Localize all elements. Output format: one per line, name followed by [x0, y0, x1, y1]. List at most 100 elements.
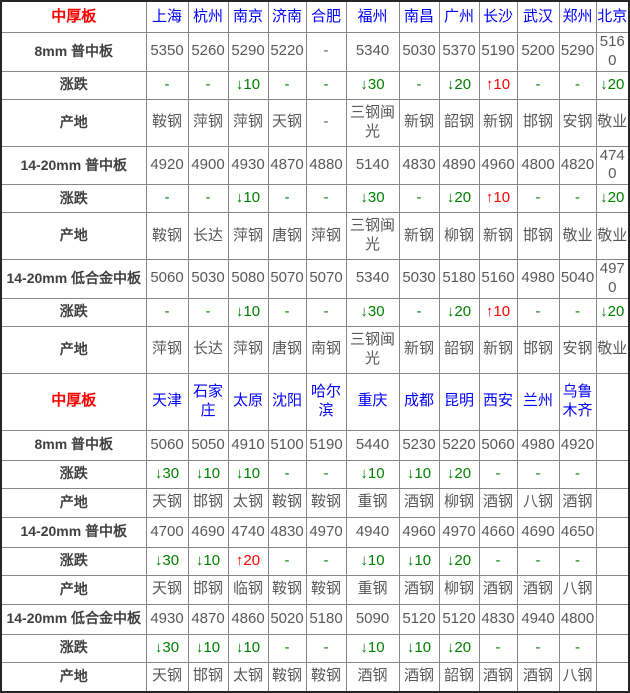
row-label-cell: 8mm 普中板 [0, 429, 147, 461]
price-cell: 5160 [478, 259, 518, 299]
change-cell: ↓30 [145, 546, 189, 576]
city-header-cell: 哈尔滨 [305, 372, 347, 431]
price-cell: 5060 [478, 429, 518, 461]
change-cell: - [398, 297, 440, 327]
price-cell: 4660 [478, 516, 518, 548]
price-cell: 5020 [267, 603, 307, 635]
price-cell: 4930 [227, 145, 269, 185]
change-cell: - [305, 70, 347, 100]
table-row: 14-20mm 低合金中板 5060 5030 5080 5070 5070 5340 503… [0, 259, 630, 299]
table-row: 涨跌 - - ↓10- - ↓30- ↓20 ↑10- - ↓20 [0, 297, 630, 327]
price-cell: 4650 [558, 516, 597, 548]
change-cell: - [478, 546, 518, 576]
origin-cell: 新钢 [398, 98, 440, 147]
origin-cell: 八钢 [516, 487, 560, 518]
row-label-cell: 产地 [0, 661, 147, 692]
change-cell: ↓10 [345, 633, 400, 663]
origin-cell: 新钢 [398, 212, 440, 260]
price-cell: 4860 [227, 603, 269, 635]
city-header-cell: 太原 [227, 372, 269, 431]
city-header-cell: 南昌 [398, 0, 440, 33]
origin-cell: 敬业 [558, 212, 597, 260]
table-row: 产地 天钢 邯钢 太钢 鞍钢 鞍钢 重钢 酒钢 柳钢 酒钢 八钢 酒钢 [0, 487, 630, 518]
city-header-cell: 南京 [227, 0, 269, 33]
price-cell: 5070 [267, 259, 307, 299]
change-cell: - [305, 459, 347, 489]
origin-cell: 酒钢 [398, 487, 440, 518]
change-cell: ↓10 [187, 459, 229, 489]
empty-cell [595, 487, 630, 518]
change-cell: ↓30 [145, 459, 189, 489]
city-header-cell: 乌鲁木齐 [558, 372, 597, 431]
city-header-cell: 兰州 [516, 372, 560, 431]
change-cell: ↓20 [438, 184, 480, 213]
price-cell: 4970 [595, 259, 630, 299]
change-cell: ↓10 [187, 633, 229, 663]
price-cell: 4940 [516, 603, 560, 635]
origin-cell: 天钢 [145, 487, 189, 518]
change-cell: - [267, 546, 307, 576]
section-title-cell: 中厚板 [0, 0, 147, 33]
change-cell: - [187, 70, 229, 100]
section-header-row: 中厚板 天津 石家庄 太原 沈阳 哈尔滨 重庆 成都 昆明 西安 兰州 乌鲁木齐 [0, 372, 630, 431]
price-cell: 5180 [438, 259, 480, 299]
price-cell: 5030 [398, 32, 440, 72]
city-header-cell: 天津 [145, 372, 189, 431]
change-cell: - [558, 297, 597, 327]
change-cell: ↓20 [595, 184, 630, 213]
price-cell: - [305, 32, 347, 72]
change-cell: - [478, 633, 518, 663]
price-cell: 4960 [398, 516, 440, 548]
origin-cell: 邯钢 [187, 661, 229, 692]
origin-cell: 新钢 [478, 98, 518, 147]
change-cell: ↑10 [478, 297, 518, 327]
empty-cell [595, 603, 630, 635]
origin-cell: 酒钢 [478, 661, 518, 692]
origin-cell: - [305, 98, 347, 147]
price-cell: 4830 [398, 145, 440, 185]
change-cell: ↓20 [595, 297, 630, 327]
change-cell: - [516, 546, 560, 576]
row-label-cell: 产地 [0, 487, 147, 518]
row-label-cell: 涨跌 [0, 459, 147, 489]
price-cell: 4970 [438, 516, 480, 548]
price-cell: 4920 [558, 429, 597, 461]
city-header-cell: 郑州 [558, 0, 597, 33]
row-label-cell: 产地 [0, 574, 147, 605]
change-cell: ↓10 [345, 546, 400, 576]
origin-cell: 酒钢 [345, 661, 400, 692]
change-cell: ↓20 [595, 70, 630, 100]
price-cell: 5190 [478, 32, 518, 72]
origin-cell: 敬业 [595, 325, 630, 374]
origin-cell: 太钢 [227, 661, 269, 692]
change-cell: ↓20 [438, 70, 480, 100]
empty-cell [595, 372, 630, 431]
row-label-cell: 涨跌 [0, 70, 147, 100]
change-cell: - [267, 70, 307, 100]
city-header-cell: 石家庄 [187, 372, 229, 431]
table-row: 产地 天钢 邯钢 临钢 鞍钢 鞍钢 重钢 酒钢 柳钢 酒钢 酒钢 八钢 [0, 574, 630, 605]
change-cell: - [398, 184, 440, 213]
section-title-cell: 中厚板 [0, 372, 147, 431]
row-label-cell: 产地 [0, 212, 147, 260]
price-cell: 5050 [187, 429, 229, 461]
row-label-cell: 涨跌 [0, 546, 147, 576]
change-cell: - [516, 184, 560, 213]
origin-cell: 新钢 [478, 325, 518, 374]
row-label-cell: 涨跌 [0, 297, 147, 327]
price-cell: 5100 [267, 429, 307, 461]
row-label-cell: 14-20mm 低合金中板 [0, 259, 147, 299]
table-row: 涨跌 ↓30 ↓10 ↑20- - ↓10 ↓10 ↓20- - - [0, 546, 630, 576]
price-cell: 5220 [438, 429, 480, 461]
price-cell: 5340 [345, 259, 400, 299]
change-cell: - [267, 633, 307, 663]
price-cell: 4740 [227, 516, 269, 548]
change-cell: ↑10 [478, 70, 518, 100]
price-cell: 4830 [267, 516, 307, 548]
price-cell: 5290 [558, 32, 597, 72]
change-cell: ↓10 [227, 459, 269, 489]
change-cell: - [516, 633, 560, 663]
change-cell: - [267, 297, 307, 327]
city-header-cell: 重庆 [345, 372, 400, 431]
